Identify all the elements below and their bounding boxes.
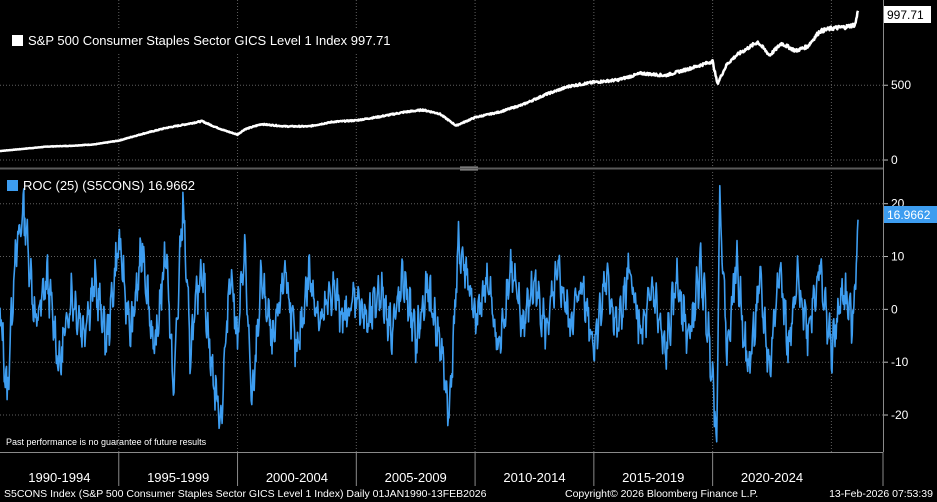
price-grid	[0, 84, 883, 161]
x-axis: 1990-1994 1995-1999 2000-2004 2005-2009 2010…	[0, 452, 884, 486]
disclaimer: Past performance is no guarantee of futu…	[6, 437, 207, 447]
roc-y-tick-label: 10	[891, 250, 905, 264]
price-last-value-tag: 997.71	[883, 6, 931, 23]
roc-grid	[0, 203, 883, 416]
roc-y-tick-label: -20	[891, 408, 909, 422]
price-panel: S&P 500 Consumer Staples Sector GICS Lev…	[0, 0, 931, 167]
x-axis-label: 2005-2009	[385, 470, 447, 485]
x-axis-labels: 1990-1994 1995-1999 2000-2004 2005-2009 2010…	[28, 452, 884, 486]
roc-y-tick-label: -10	[891, 355, 909, 369]
price-last-value: 997.71	[887, 8, 924, 22]
roc-series-line	[0, 184, 859, 443]
price-y-tick-label: 500	[891, 78, 911, 92]
roc-legend: ROC (25) (S5CONS) 16.9662	[7, 178, 195, 193]
roc-last-value: 16.9662	[887, 208, 931, 222]
price-y-tick-label: 0	[891, 153, 898, 167]
price-series-line	[0, 10, 860, 153]
x-axis-label: 1990-1994	[28, 470, 90, 485]
roc-last-value-box	[883, 206, 937, 223]
price-y-ticks: 500 0	[883, 78, 911, 167]
footer-timestamp: 13-Feb-2026 07:53:39	[829, 488, 933, 500]
x-axis-label: 1995-1999	[147, 470, 209, 485]
x-axis-label: 2000-2004	[266, 470, 328, 485]
panel-divider[interactable]	[0, 166, 883, 171]
roc-legend-label: ROC (25) (S5CONS) 16.9662	[23, 178, 195, 193]
price-legend-box	[3, 28, 403, 54]
price-last-value-box	[883, 6, 931, 23]
footer-copyright: Copyright© 2026 Bloomberg Finance L.P.	[565, 488, 758, 500]
footer-source: S5CONS Index (S&P 500 Consumer Staples S…	[4, 488, 487, 500]
price-legend: S&P 500 Consumer Staples Sector GICS Lev…	[3, 28, 403, 54]
price-legend-label: S&P 500 Consumer Staples Sector GICS Lev…	[28, 33, 391, 48]
roc-last-value-tag: 16.9662	[883, 206, 937, 223]
x-axis-label: 2015-2019	[622, 470, 684, 485]
x-axis-label: 2020-2024	[741, 470, 803, 485]
roc-legend-swatch	[7, 180, 18, 191]
roc-y-tick-label: 0	[891, 302, 898, 316]
footer: S5CONS Index (S&P 500 Consumer Staples S…	[4, 488, 933, 500]
x-axis-label: 2010-2014	[503, 470, 565, 485]
price-legend-swatch	[12, 35, 23, 46]
